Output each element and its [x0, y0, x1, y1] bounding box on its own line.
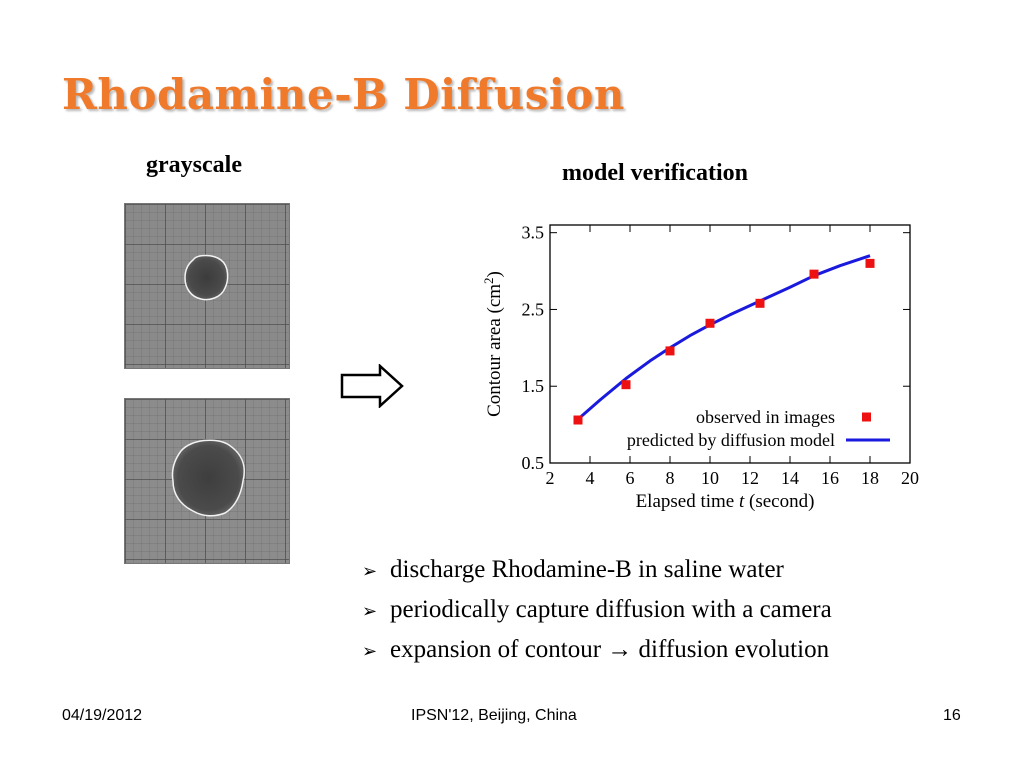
y-tick-label: 0.5 — [522, 453, 545, 473]
footer-page-number: 16 — [943, 707, 961, 724]
observed-point — [573, 415, 583, 425]
bullet-arrow-icon: ➢ — [362, 561, 378, 582]
bullet-item: ➢ expansion of contour → diffusion evolut… — [362, 630, 832, 670]
footer-conference: IPSN'12, Beijing, China — [411, 707, 577, 724]
grayscale-label: grayscale — [146, 152, 242, 178]
footer-date: 04/19/2012 — [62, 707, 143, 724]
bullet-list: ➢ discharge Rhodamine-B in saline water ➢… — [362, 550, 832, 670]
observed-point — [865, 258, 875, 268]
bullet-arrow-icon: ➢ — [362, 601, 378, 622]
x-tick-label: 2 — [546, 468, 555, 488]
y-tick-label: 2.5 — [522, 299, 545, 319]
legend-observed-marker — [862, 412, 871, 422]
observed-point — [809, 269, 819, 279]
model-verification-label: model verification — [562, 160, 748, 186]
observed-point — [665, 346, 675, 356]
grayscale-image-early — [124, 203, 290, 369]
x-tick-label: 10 — [701, 468, 719, 488]
grayscale-image-late — [124, 398, 290, 564]
model-verification-chart: 2 4 6 8 10 12 14 16 18 20 0.5 1.5 2.5 3.5 observed in… — [481, 223, 920, 512]
x-tick-label: 16 — [821, 468, 839, 488]
y-tick-label: 3.5 — [522, 223, 545, 243]
x-tick-label: 20 — [901, 468, 919, 488]
observed-point — [621, 380, 631, 390]
legend-predicted-label: predicted by diffusion model — [627, 430, 835, 450]
dye-contour-small — [184, 254, 229, 301]
outlined-right-arrow-icon — [340, 364, 404, 408]
plot-frame — [549, 224, 911, 464]
x-tick-label: 14 — [781, 468, 799, 488]
bullet-arrow-icon: ➢ — [362, 641, 378, 662]
y-tick-label: 1.5 — [522, 376, 545, 396]
x-tick-label: 8 — [666, 468, 675, 488]
dye-contour-large — [171, 439, 245, 517]
observed-point — [705, 318, 715, 328]
x-tick-label: 12 — [741, 468, 759, 488]
observed-point — [755, 298, 765, 308]
x-axis-label: Elapsed time t (second) — [636, 491, 815, 512]
y-axis-label: Contour area (cm2) — [481, 271, 506, 417]
x-tick-label: 6 — [626, 468, 635, 488]
legend-observed-label: observed in images — [696, 407, 835, 427]
x-tick-label: 4 — [586, 468, 595, 488]
bullet-item: ➢ periodically capture diffusion with a c… — [362, 590, 832, 630]
bullet-item: ➢ discharge Rhodamine-B in saline water — [362, 550, 832, 590]
predicted-curve — [577, 254, 871, 421]
x-tick-label: 18 — [861, 468, 879, 488]
slide-title: Rhodamine-B Diffusion — [62, 70, 625, 119]
